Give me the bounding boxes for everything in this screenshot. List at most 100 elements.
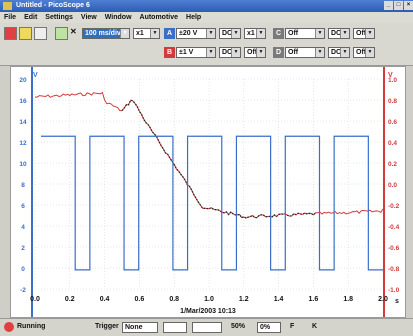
menu-file[interactable]: File (4, 14, 17, 21)
channel-a-button[interactable]: A (164, 28, 175, 39)
f-label[interactable]: F (290, 323, 295, 330)
channel-b-coupling-select[interactable]: DC ▼ (219, 47, 241, 58)
chevron-down-icon: ▼ (365, 29, 374, 38)
x-tick-label: 0.6 (135, 296, 145, 303)
trigger-mode-value: None (125, 324, 143, 331)
channel-a-mult-select[interactable]: x1 ▼ (244, 28, 266, 39)
channel-b-trace-overlay (121, 99, 317, 219)
menu-help[interactable]: Help (186, 14, 202, 21)
right-tick-label: -0.8 (388, 266, 400, 273)
channel-c-button[interactable]: C (273, 28, 284, 39)
chevron-down-icon: ▼ (120, 29, 129, 38)
channel-d-range-select[interactable]: Off ▼ (285, 47, 325, 58)
grid (34, 78, 384, 290)
trigger-channel-select[interactable] (163, 322, 187, 333)
channel-a-mult: x1 (247, 30, 255, 37)
maximize-button[interactable]: □ (394, 1, 403, 10)
multiplier-select[interactable]: x1 ▼ (133, 28, 160, 39)
right-tick-label: 1.0 (388, 77, 397, 84)
channel-b-mult-select[interactable]: Off ▼ (244, 47, 266, 58)
menu-window[interactable]: Window (104, 14, 132, 21)
channel-d-mult-select[interactable]: Off ▼ (353, 47, 375, 58)
close-button[interactable]: × (404, 1, 413, 10)
chevron-down-icon: ▼ (340, 48, 349, 57)
scope-mode-icon[interactable] (4, 27, 17, 40)
channel-b-mult: Off (247, 49, 258, 56)
scope-view[interactable]: -2 0 2 4 6 8 10 12 14 16 20 1.0 0.8 0.6 0.4 0.2 0.0 -0.2… (10, 66, 406, 318)
left-tick-label: 6 (21, 203, 25, 210)
run-status: Running (17, 323, 46, 330)
channel-d-coupling: DC (331, 49, 342, 56)
x-tick-label: 1.2 (239, 296, 249, 303)
chevron-down-icon: ▼ (340, 29, 349, 38)
right-tick-label: 0.4 (388, 140, 397, 147)
trigger-level-select[interactable] (192, 322, 222, 333)
copy-icon[interactable] (34, 27, 47, 40)
left-axis-unit: V (33, 72, 38, 79)
left-tick-label: 8 (21, 182, 25, 189)
k-icon[interactable]: K (312, 323, 318, 330)
channel-c-coupling: DC (331, 30, 342, 37)
menu-view[interactable]: View (80, 14, 97, 21)
left-tick-label: 20 (19, 77, 27, 84)
channel-c-mult: Off (356, 30, 367, 37)
left-tick-label: 14 (19, 119, 27, 126)
channel-b-button[interactable]: B (164, 47, 175, 58)
chevron-down-icon: ▼ (256, 29, 265, 38)
right-tick-label: 0.6 (388, 119, 397, 126)
chevron-down-icon: ▼ (365, 48, 374, 57)
x-tick-label: 1.8 (343, 296, 353, 303)
channel-a-trace (41, 135, 383, 271)
x-tick-label: 1.4 (274, 296, 284, 303)
channel-a-coupling-select[interactable]: DC ▼ (219, 28, 241, 39)
window-controls: _ □ × (384, 1, 413, 10)
channel-a-range-select[interactable]: ±20 V ▼ (176, 28, 216, 39)
timebase-value: 100 ms/div (85, 30, 121, 37)
timebase-select[interactable]: 100 ms/div ▼ (82, 28, 130, 39)
left-tick-label: 12 (19, 140, 27, 147)
channel-d-button[interactable]: D (273, 47, 284, 58)
minimize-button[interactable]: _ (384, 1, 393, 10)
right-tick-label: -0.6 (388, 245, 400, 252)
right-tick-label: 0.2 (388, 161, 397, 168)
channel-d-coupling-select[interactable]: DC ▼ (328, 47, 350, 58)
x-tick-label: 0.8 (169, 296, 179, 303)
channel-a-coupling: DC (222, 30, 233, 37)
cross-icon[interactable]: ✕ (70, 27, 77, 36)
x-tick-label: 0.0 (30, 296, 40, 303)
channel-c-coupling-select[interactable]: DC ▼ (328, 28, 350, 39)
window-title: Untitled - PicoScope 6 (16, 2, 90, 9)
scope-plot: -2 0 2 4 6 8 10 12 14 16 20 1.0 0.8 0.6 0.4 0.2 0.0 -0.2… (19, 67, 400, 317)
capture-timestamp: 1/Mar/2003 10:13 (180, 308, 236, 315)
open-file-icon[interactable] (19, 27, 32, 40)
chevron-down-icon: ▼ (315, 48, 324, 57)
menu-automotive[interactable]: Automotive (139, 14, 179, 21)
menu-edit[interactable]: Edit (24, 14, 38, 21)
check-icon[interactable] (55, 27, 68, 40)
app-icon (3, 2, 12, 10)
channel-c-range-select[interactable]: Off ▼ (285, 28, 325, 39)
left-axis-ticks: -2 0 2 4 6 8 10 12 14 16 20 (19, 77, 27, 294)
x-tick-label: 0.4 (100, 296, 110, 303)
status-bar: Running Trigger None 50% 0% F K (0, 318, 413, 336)
left-tick-label: -2 (20, 287, 26, 294)
channel-b-range: ±1 V (179, 49, 194, 56)
x-tick-label: 1.0 (204, 296, 214, 303)
menu-bar: File Edit Settings View Window Automotiv… (0, 12, 413, 23)
x-tick-label: 1.6 (309, 296, 319, 303)
channel-b-coupling: DC (222, 49, 233, 56)
right-axis-ticks: 1.0 0.8 0.6 0.4 0.2 0.0 -0.2 -0.4 -0.6 -0.8 -1.0 (388, 77, 400, 294)
channel-b-range-select[interactable]: ±1 V ▼ (176, 47, 216, 58)
chevron-down-icon: ▼ (231, 48, 240, 57)
channel-b-trace (34, 91, 384, 219)
menu-settings[interactable]: Settings (45, 14, 73, 21)
trigger-mode-select[interactable]: None (122, 322, 158, 333)
right-tick-label: -1.0 (388, 287, 400, 294)
chevron-down-icon: ▼ (256, 48, 265, 57)
pretrigger-select[interactable]: 0% (257, 322, 281, 333)
chevron-down-icon: ▼ (231, 29, 240, 38)
right-tick-label: 0.8 (388, 98, 397, 105)
stop-icon[interactable] (4, 322, 14, 332)
channel-c-mult-select[interactable]: Off ▼ (353, 28, 375, 39)
channel-d-mult: Off (356, 49, 367, 56)
